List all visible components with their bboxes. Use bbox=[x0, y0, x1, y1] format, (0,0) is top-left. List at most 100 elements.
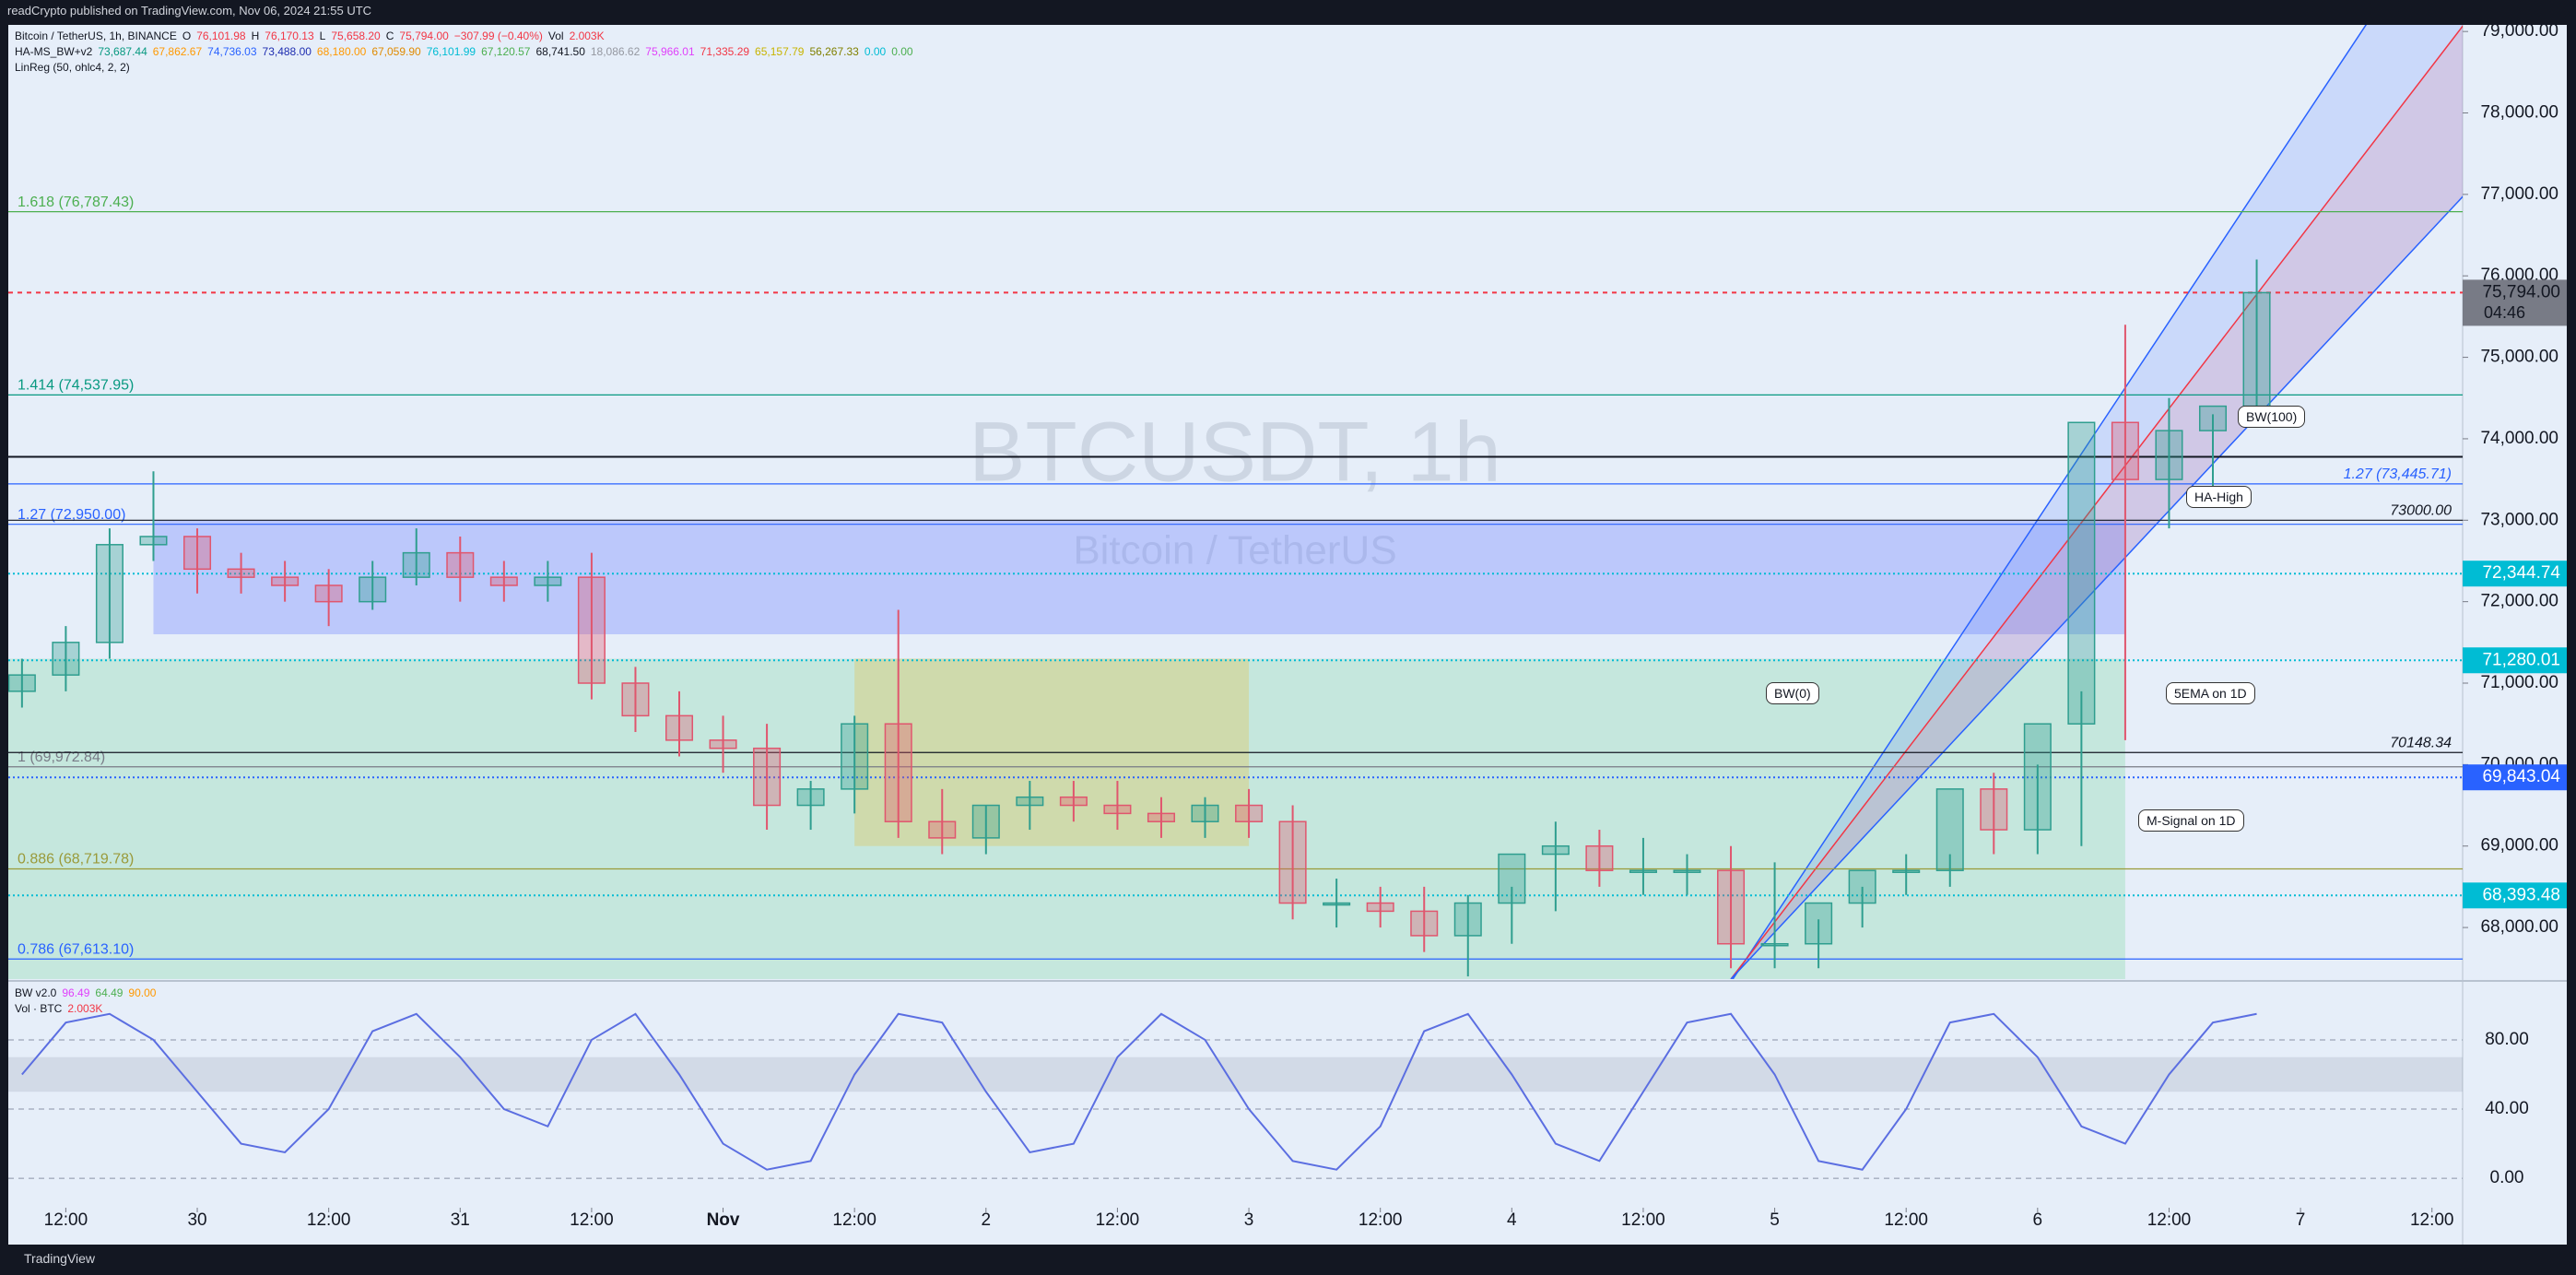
candle-body bbox=[971, 804, 1000, 839]
candle-body bbox=[1103, 804, 1132, 815]
legend-item: C bbox=[385, 30, 394, 42]
candle-body bbox=[1191, 804, 1219, 822]
legend-item: 65,157.79 bbox=[755, 45, 805, 58]
legend-item: 96.49 bbox=[62, 986, 90, 999]
oscillator-pane bbox=[8, 1012, 2463, 1179]
candle-body bbox=[841, 723, 869, 790]
x-tick-label: Nov bbox=[707, 1210, 740, 1230]
x-tick-label: 12:00 bbox=[2410, 1210, 2454, 1230]
legend-item: 75,966.01 bbox=[645, 45, 695, 58]
legend-item: 67,862.67 bbox=[152, 45, 203, 58]
candle-body bbox=[753, 747, 782, 807]
candle-body bbox=[227, 568, 255, 578]
candle-body bbox=[1147, 812, 1175, 822]
level-label: 1 (69,972.84) bbox=[18, 750, 105, 765]
legend-item: 75,794.00 bbox=[399, 30, 449, 42]
candle-body bbox=[2111, 421, 2139, 480]
x-tick-label: 12:00 bbox=[1359, 1210, 1403, 1230]
price-tag bbox=[2463, 279, 2567, 326]
price-tag-label: 69,843.04 bbox=[2482, 767, 2560, 786]
price-tag bbox=[2463, 882, 2567, 909]
countdown: 04:46 bbox=[2484, 303, 2525, 322]
y-tick-label: 72,000.00 bbox=[2480, 592, 2558, 611]
y-tick-label: 74,000.00 bbox=[2480, 429, 2558, 448]
legend-line: HA-MS_BW+v2 73,687.44 67,862.67 74,736.03 73… bbox=[15, 45, 919, 58]
candle-body bbox=[928, 820, 957, 839]
candle-body bbox=[314, 584, 343, 603]
legend-item: 90.00 bbox=[128, 986, 157, 999]
y-tick-label: 78,000.00 bbox=[2480, 103, 2558, 123]
legend-item: Vol · BTC bbox=[15, 1002, 63, 1015]
candle-body bbox=[2023, 723, 2052, 831]
level-label: 1.27 (72,950.00) bbox=[18, 507, 125, 523]
legend-item: 0.00 bbox=[891, 45, 913, 58]
x-tick-label: 12:00 bbox=[44, 1210, 88, 1230]
y-tick-label: 75,000.00 bbox=[2480, 348, 2558, 367]
candle-body bbox=[1805, 902, 1833, 945]
osc-tick-label: 0.00 bbox=[2490, 1168, 2524, 1187]
legend-item: 2.003K bbox=[67, 1002, 103, 1015]
callout: 5EMA on 1D bbox=[2166, 682, 2255, 704]
price-tag bbox=[2463, 647, 2567, 674]
x-tick-label: 30 bbox=[187, 1210, 206, 1230]
candle-body bbox=[577, 576, 606, 684]
candle-body bbox=[489, 576, 518, 586]
legend-item: 64.49 bbox=[95, 986, 124, 999]
price-tag bbox=[2463, 764, 2567, 791]
candle-body bbox=[884, 723, 912, 822]
level-label: 70148.34 bbox=[2390, 735, 2452, 750]
callout: BW(100) bbox=[2238, 406, 2306, 428]
x-tick-label: 12:00 bbox=[1621, 1210, 1665, 1230]
legend-item: 67,059.90 bbox=[371, 45, 421, 58]
level-label: 0.886 (68,719.78) bbox=[18, 852, 134, 868]
x-tick-label: 12:00 bbox=[1884, 1210, 1928, 1230]
callout: M-Signal on 1D bbox=[2138, 809, 2244, 832]
bw-line bbox=[21, 1012, 2257, 1171]
legend-item: H bbox=[251, 30, 260, 42]
x-tick-label: 12:00 bbox=[832, 1210, 876, 1230]
legend-item: 18,086.62 bbox=[590, 45, 641, 58]
watermark-sub: Bitcoin / TetherUS bbox=[1073, 528, 1396, 573]
brand: TradingView bbox=[24, 1251, 96, 1266]
legend-item: O bbox=[182, 30, 192, 42]
callout: BW(0) bbox=[1766, 682, 1819, 704]
legend-line: Bitcoin / TetherUS, 1h, BINANCE O 76,101.9… bbox=[15, 30, 610, 42]
price-tag-label: 75,794.00 bbox=[2482, 282, 2560, 301]
y-tick-label: 79,000.00 bbox=[2480, 21, 2558, 41]
candle-body bbox=[1717, 869, 1746, 945]
candle-body bbox=[1278, 820, 1307, 904]
watermark: BTCUSDT, 1h bbox=[969, 405, 1501, 499]
legend-item: 75,658.20 bbox=[331, 30, 381, 42]
candle-body bbox=[665, 714, 694, 741]
candle-body bbox=[271, 576, 300, 586]
legend-item: BW v2.0 bbox=[15, 986, 57, 999]
candle-body bbox=[1235, 804, 1264, 822]
legend-item: 67,120.57 bbox=[481, 45, 531, 58]
legend-item: Bitcoin / TetherUS, 1h, BINANCE bbox=[15, 30, 177, 42]
candle-body bbox=[1410, 910, 1439, 937]
legend-item: 68,741.50 bbox=[535, 45, 585, 58]
candle-body bbox=[2155, 430, 2183, 480]
candle-body bbox=[1673, 869, 1701, 873]
legend-item: 2.003K bbox=[569, 30, 605, 42]
legend-line: LinReg (50, ohlc4, 2, 2) bbox=[15, 61, 135, 74]
legend-item: 56,267.33 bbox=[809, 45, 859, 58]
level-label: 0.786 (67,613.10) bbox=[18, 941, 134, 957]
candle-body bbox=[2198, 405, 2228, 431]
candle-body bbox=[709, 739, 737, 750]
legend-item: 76,101.99 bbox=[426, 45, 476, 58]
osc-tick-label: 40.00 bbox=[2485, 1099, 2529, 1118]
y-tick-label: 73,000.00 bbox=[2480, 510, 2558, 529]
legend-item: 74,736.03 bbox=[207, 45, 257, 58]
x-tick-label: 31 bbox=[451, 1210, 470, 1230]
legend-item: 73,488.00 bbox=[262, 45, 312, 58]
candle-body bbox=[1016, 796, 1044, 807]
candle-body bbox=[52, 642, 80, 676]
linreg-upper bbox=[1732, 25, 2368, 979]
price-tag-label: 72,344.74 bbox=[2482, 563, 2560, 583]
y-tick-label: 71,000.00 bbox=[2480, 673, 2558, 692]
x-tick-label: 12:00 bbox=[570, 1210, 614, 1230]
legend-item: 71,335.29 bbox=[700, 45, 750, 58]
legend-item: L bbox=[319, 30, 326, 42]
legend-line: Vol · BTC 2.003K bbox=[15, 1002, 108, 1015]
